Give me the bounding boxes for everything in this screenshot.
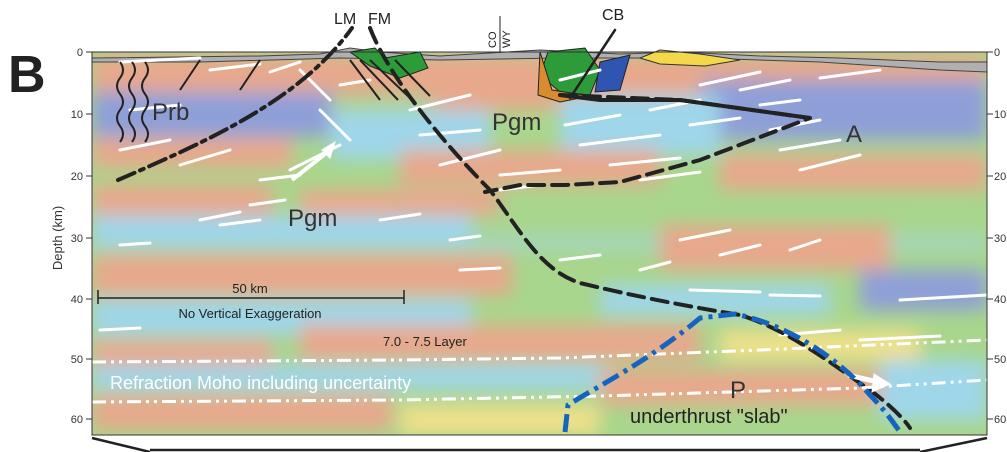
panel-letter: B: [8, 46, 46, 104]
scale-bar-note: No Vertical Exaggeration: [178, 306, 321, 321]
tick-right-60: 60: [994, 414, 1006, 426]
arrow-upper: [290, 148, 332, 182]
scale-bar: [97, 290, 405, 304]
unit-a: A: [846, 121, 862, 148]
tick-left-20: 20: [71, 171, 83, 183]
prb-wavy-lines: [116, 61, 149, 143]
unit-prb: Prb: [152, 99, 189, 126]
label-cb: CB: [602, 7, 624, 24]
fault-fm: [368, 26, 912, 430]
unit-pgm-lower: Pgm: [288, 205, 337, 232]
plot-frame: [91, 51, 988, 436]
tick-left-60: 60: [71, 414, 83, 426]
moho-label: Refraction Moho including uncertainty: [110, 373, 411, 393]
left-axis: [86, 51, 92, 420]
thrust-lines: [179, 59, 431, 101]
tick-right-50: 50: [994, 354, 1006, 366]
scale-bar-label: 50 km: [232, 281, 267, 296]
tick-left-40: 40: [71, 294, 83, 306]
fault-pgm-top: [483, 93, 811, 194]
tick-right-30: 30: [994, 233, 1006, 245]
topography: [91, 47, 988, 103]
tick-left-10: 10: [71, 109, 83, 121]
tick-left-50: 50: [71, 354, 83, 366]
bottom-frame-lines: [91, 436, 988, 452]
unit-pgm-upper: Pgm: [492, 109, 541, 136]
slab-label: underthrust "slab": [630, 406, 788, 428]
tick-right-10: 10: [994, 109, 1006, 121]
fault-cb: [568, 28, 617, 100]
label-co: CO: [487, 31, 499, 48]
label-wy: WY: [501, 30, 513, 48]
tick-right-40: 40: [994, 294, 1006, 306]
fault-lm: [116, 26, 354, 182]
y-axis-label: Depth (km): [50, 206, 65, 270]
faults: [116, 26, 912, 430]
slab-outline: [562, 311, 903, 434]
tick-right-20: 20: [994, 171, 1006, 183]
layer-label: 7.0 - 7.5 Layer: [383, 334, 467, 349]
tick-left-0: 0: [77, 47, 83, 59]
tick-right-0: 0: [994, 47, 1000, 59]
tick-left-30: 30: [71, 233, 83, 245]
right-axis: [987, 51, 993, 420]
unit-p: P: [730, 377, 746, 404]
label-fm: FM: [368, 11, 391, 28]
moho-lines: [91, 338, 988, 404]
label-lm: LM: [334, 11, 356, 28]
